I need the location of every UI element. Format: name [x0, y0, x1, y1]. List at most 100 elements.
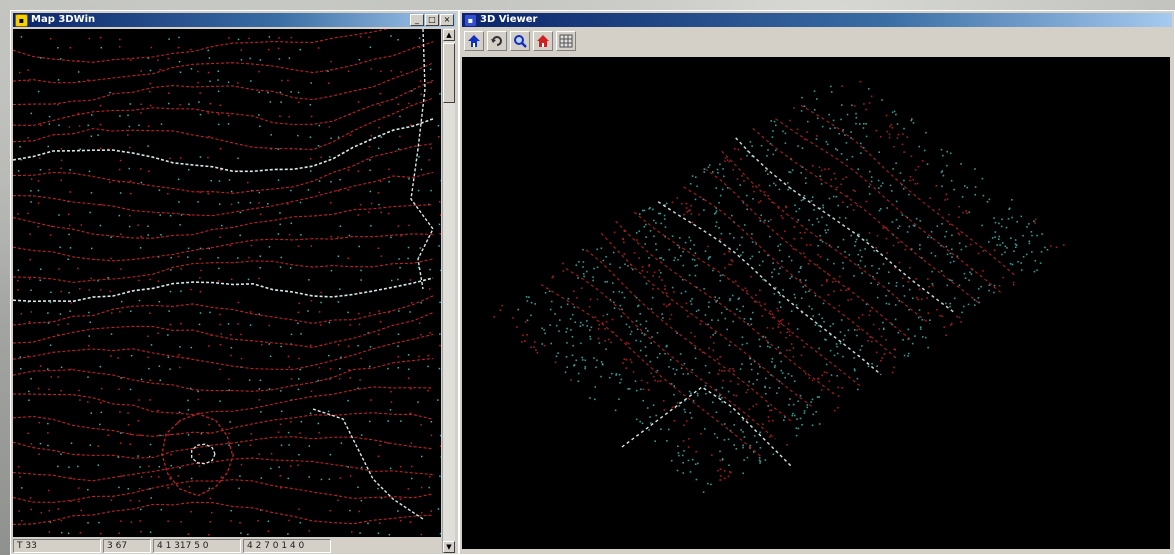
maximize-button[interactable]: □ [425, 14, 439, 26]
cloud-point [817, 253, 819, 256]
cloud-point [941, 223, 943, 225]
survey-point [169, 157, 171, 160]
survey-point [27, 355, 29, 358]
scroll-up-arrow[interactable]: ▲ [443, 29, 455, 41]
cloud-point [748, 408, 751, 411]
viewer-window[interactable]: ▪ 3D Viewer [459, 10, 1175, 555]
cloud-point [584, 359, 587, 362]
contour-map-view[interactable] [13, 29, 441, 537]
cloud-point [658, 212, 660, 215]
survey-point [158, 365, 161, 367]
map-status-bar: T 33 3 67 4 1 317 5 0 4 2 7 0 1 4 0 [13, 539, 441, 553]
survey-point [37, 90, 40, 93]
survey-point [288, 57, 291, 59]
cloud-point [592, 276, 594, 278]
3d-point-view[interactable] [462, 57, 1170, 549]
survey-point [279, 423, 282, 426]
cloud-point [1022, 256, 1025, 258]
cloud-point [834, 280, 837, 283]
survey-point [359, 203, 362, 206]
grid-icon[interactable] [556, 31, 576, 51]
survey-point [118, 486, 120, 489]
scroll-down-arrow[interactable]: ▼ [443, 541, 455, 553]
cloud-point [910, 155, 913, 158]
survey-point [139, 520, 141, 522]
survey-point [417, 266, 420, 269]
survey-point [290, 91, 292, 93]
survey-point [208, 487, 211, 490]
map-window[interactable]: ▪ Map 3DWin _ □ × ▲ ▼ T 33 3 67 4 1 317 … [10, 10, 459, 555]
contour-map-canvas[interactable] [13, 29, 441, 537]
survey-point [369, 159, 371, 161]
home-icon[interactable] [533, 31, 553, 51]
cloud-point [1020, 262, 1022, 264]
survey-point [268, 324, 270, 327]
cloud-point [918, 248, 921, 250]
cloud-point [949, 223, 951, 226]
survey-point [288, 115, 290, 118]
survey-point [338, 378, 341, 380]
cloud-point [690, 213, 693, 215]
cloud-point [758, 338, 761, 341]
cloud-point [998, 235, 1000, 238]
survey-point [167, 487, 169, 489]
cloud-point [772, 262, 774, 264]
cloud-point [882, 227, 884, 229]
cloud-point [982, 250, 984, 252]
survey-point [227, 114, 230, 117]
cloud-point [665, 345, 668, 348]
survey-point [207, 156, 209, 159]
cloud-point [962, 305, 965, 308]
viewer-window-titlebar[interactable]: ▪ 3D Viewer [462, 13, 1172, 27]
cloud-point [864, 265, 866, 268]
cloud-point [801, 424, 803, 426]
survey-point [230, 278, 233, 281]
cloud-point [637, 304, 640, 307]
survey-point [19, 145, 21, 148]
survey-point [349, 475, 352, 477]
survey-point [119, 115, 121, 117]
cloud-point [723, 423, 726, 425]
survey-point [279, 487, 282, 489]
cloud-point [690, 417, 693, 419]
survey-point [20, 519, 23, 522]
cloud-point [672, 368, 675, 370]
3d-point-canvas[interactable] [462, 57, 1170, 549]
cloud-point [894, 304, 897, 306]
cloud-point [966, 212, 968, 215]
zoom-icon[interactable] [510, 31, 530, 51]
cloud-point [845, 142, 848, 144]
survey-point [89, 321, 91, 324]
survey-point [78, 389, 80, 392]
scroll-thumb[interactable] [443, 43, 455, 103]
cloud-point [608, 376, 611, 379]
cloud-point [973, 299, 976, 301]
cloud-point [512, 317, 514, 319]
home-up-icon[interactable] [464, 31, 484, 51]
rotate-icon[interactable] [487, 31, 507, 51]
cloud-point [635, 339, 637, 342]
minimize-button[interactable]: _ [410, 14, 424, 26]
cloud-point [902, 133, 904, 135]
map-window-titlebar[interactable]: ▪ Map 3DWin _ □ × [13, 13, 456, 27]
cloud-point [586, 325, 589, 327]
cloud-point [840, 118, 842, 121]
cloud-point [908, 352, 910, 355]
survey-point [320, 156, 322, 159]
map-vertical-scrollbar[interactable]: ▲ ▼ [442, 29, 455, 553]
cloud-point [648, 207, 650, 210]
cloud-point [778, 380, 781, 383]
cloud-point [687, 446, 690, 448]
survey-point [280, 79, 283, 82]
cloud-point [871, 340, 873, 343]
cloud-point [977, 252, 980, 255]
survey-point [239, 475, 241, 477]
survey-point [249, 311, 252, 313]
close-button[interactable]: × [440, 14, 454, 26]
cloud-point [733, 444, 735, 446]
cloud-point [906, 216, 909, 219]
survey-point [390, 35, 392, 37]
cloud-point [873, 250, 875, 252]
survey-point [138, 487, 141, 490]
cloud-point [654, 440, 656, 442]
